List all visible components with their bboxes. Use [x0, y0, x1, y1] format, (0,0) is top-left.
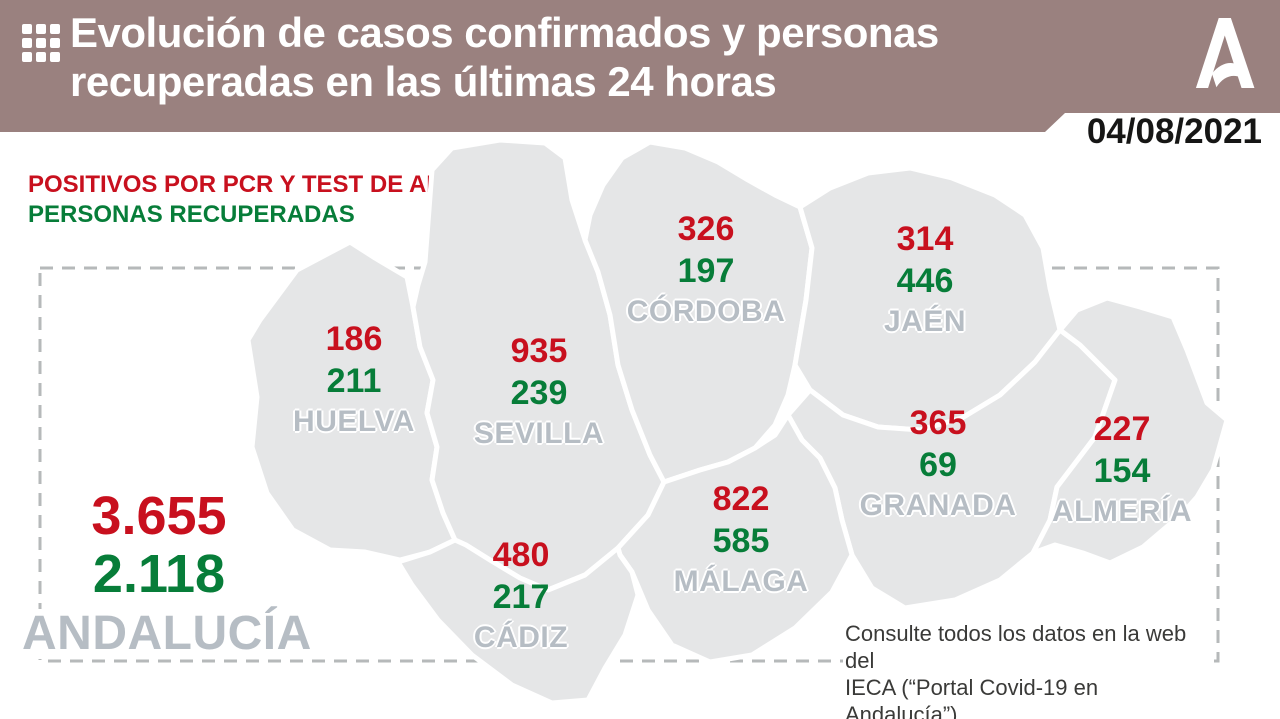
total-block-andalucia: 3.655 2.118 ANDALUCÍA	[18, 486, 316, 659]
recovered-value: 585	[712, 522, 770, 560]
total-region-name: ANDALUCÍA	[18, 609, 316, 659]
junta-de-andalucia-logo-icon	[1195, 18, 1255, 88]
province-name: HUELVA	[293, 405, 415, 438]
cases-value: 935	[510, 332, 568, 370]
province-name: JAÉN	[883, 305, 967, 338]
recovered-value: 217	[492, 578, 550, 616]
province-block-sevilla: 935 239 SEVILLA	[419, 330, 659, 454]
province-block-huelva: 186 211 HUELVA	[234, 318, 474, 442]
footer-note-line1: Consulte todos los datos en la web del	[845, 621, 1187, 673]
header-band	[0, 0, 1280, 132]
cases-value: 314	[896, 220, 954, 258]
total-cases-value: 3.655	[91, 486, 227, 546]
province-name: MÁLAGA	[673, 565, 809, 598]
grid-icon	[22, 24, 60, 62]
province-block-malaga: 822 585 MÁLAGA	[621, 478, 861, 602]
cases-value: 186	[325, 320, 383, 358]
recovered-value: 239	[510, 374, 568, 412]
province-block-jaen: 314 446 JAÉN	[805, 218, 1045, 342]
cases-value: 227	[1093, 410, 1151, 448]
province-block-cordoba: 326 197 CÓRDOBA	[586, 208, 826, 332]
map-province-almeria	[1030, 295, 1230, 566]
cases-value: 365	[909, 404, 967, 442]
page-title: Evolución de casos confirmados y persona…	[70, 8, 1070, 106]
legend-recovered-label: PERSONAS RECUPERADAS	[28, 201, 355, 228]
footer-note: Consulte todos los datos en la web del I…	[843, 618, 1209, 719]
province-name: CÓRDOBA	[626, 295, 786, 328]
province-name: ALMERÍA	[1051, 495, 1193, 528]
cases-value: 480	[492, 536, 550, 574]
cases-value: 326	[677, 210, 735, 248]
recovered-value: 446	[896, 262, 954, 300]
page-title-line2: recuperadas en las últimas 24 horas	[70, 58, 777, 105]
province-name: GRANADA	[859, 489, 1017, 522]
province-block-almeria: 227 154 ALMERÍA	[1002, 408, 1242, 532]
dashed-frame	[38, 266, 1220, 663]
recovered-value: 154	[1093, 452, 1151, 490]
page-title-line1: Evolución de casos confirmados y persona…	[70, 9, 939, 56]
cases-value: 822	[712, 480, 770, 518]
report-date: 04/08/2021	[1086, 112, 1262, 151]
recovered-value: 69	[919, 446, 957, 484]
recovered-value: 211	[326, 362, 382, 400]
map-province-cadiz	[395, 537, 641, 706]
footer-note-line2: IECA (“Portal Covid-19 en Andalucía”)	[845, 675, 1099, 719]
province-block-cadiz: 480 217 CÁDIZ	[401, 534, 641, 658]
total-recovered-value: 2.118	[92, 544, 226, 604]
province-name: CÁDIZ	[473, 621, 569, 654]
province-name: SEVILLA	[473, 417, 605, 450]
province-block-granada: 365 69 GRANADA	[818, 402, 1058, 526]
recovered-value: 197	[677, 252, 735, 290]
